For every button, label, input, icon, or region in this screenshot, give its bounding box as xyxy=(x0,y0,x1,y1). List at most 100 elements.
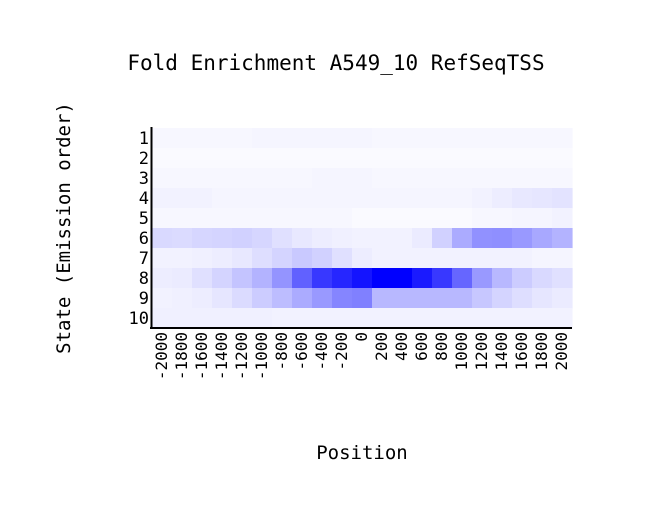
heatmap-cell-state-8-pos-800 xyxy=(432,268,453,289)
heatmap-cell-state-2-pos-0 xyxy=(352,148,373,169)
heatmap-cell-state-4-pos--400 xyxy=(312,188,333,209)
heatmap-cell-state-2-pos--2000 xyxy=(152,148,173,169)
heatmap-cell-state-2-pos-400 xyxy=(392,148,413,169)
heatmap-cell-state-5-pos-1600 xyxy=(512,208,533,229)
heatmap-cell-state-1-pos-1200 xyxy=(472,128,493,149)
heatmap-cell-state-4-pos--1200 xyxy=(232,188,253,209)
heatmap-cell-state-6-pos--400 xyxy=(312,228,333,249)
heatmap-cell-state-7-pos--1200 xyxy=(232,248,253,269)
y-tick-label-10: 10 xyxy=(129,309,149,329)
heatmap-cell-state-1-pos-600 xyxy=(412,128,433,149)
heatmap-cell-state-10-pos--200 xyxy=(332,308,353,329)
heatmap-cell-state-3-pos-1600 xyxy=(512,168,533,189)
x-tick-label--1200: -1200 xyxy=(232,332,251,380)
heatmap-cell-state-7-pos--800 xyxy=(272,248,293,269)
heatmap-cell-state-3-pos-200 xyxy=(372,168,393,189)
heatmap-cell-state-2-pos-1200 xyxy=(472,148,493,169)
heatmap-cell-state-10-pos-1000 xyxy=(452,308,473,329)
heatmap-cell-state-5-pos--1400 xyxy=(212,208,233,229)
heatmap-cell-state-10-pos-0 xyxy=(352,308,373,329)
heatmap-cell-state-9-pos-1200 xyxy=(472,288,493,309)
heatmap-cell-state-4-pos-0 xyxy=(352,188,373,209)
x-tick-label--1600: -1600 xyxy=(192,332,211,380)
heatmap-cell-state-10-pos--1600 xyxy=(192,308,213,329)
heatmap-cell-state-7-pos--400 xyxy=(312,248,333,269)
x-tick-label-200: 200 xyxy=(372,332,391,361)
y-tick-label-1: 1 xyxy=(139,129,149,149)
heatmap-cell-state-2-pos--1600 xyxy=(192,148,213,169)
heatmap-cell-state-6-pos-400 xyxy=(392,228,413,249)
heatmap-cell-state-9-pos-1400 xyxy=(492,288,513,309)
heatmap-cell-state-7-pos-1000 xyxy=(452,248,473,269)
heatmap-cell-state-5-pos--800 xyxy=(272,208,293,229)
heatmap-cell-state-1-pos--1000 xyxy=(252,128,273,149)
heatmap-cell-state-8-pos-200 xyxy=(372,268,393,289)
heatmap-cell-state-9-pos-1000 xyxy=(452,288,473,309)
heatmap-cell-state-2-pos--600 xyxy=(292,148,313,169)
heatmap-cell-state-8-pos-1800 xyxy=(532,268,553,289)
heatmap-cell-state-5-pos--400 xyxy=(312,208,333,229)
heatmap-cell-state-2-pos-800 xyxy=(432,148,453,169)
heatmap-cell-state-7-pos--1000 xyxy=(252,248,273,269)
heatmap-cell-state-1-pos-200 xyxy=(372,128,393,149)
heatmap-cell-state-8-pos--1600 xyxy=(192,268,213,289)
heatmap-cell-state-3-pos-1000 xyxy=(452,168,473,189)
heatmap-cell-state-4-pos-400 xyxy=(392,188,413,209)
heatmap-cell-state-3-pos--200 xyxy=(332,168,353,189)
x-tick-label-0: 0 xyxy=(352,332,371,342)
heatmap-cell-state-8-pos--200 xyxy=(332,268,353,289)
heatmap-cell-state-2-pos--1200 xyxy=(232,148,253,169)
x-tick-label--1800: -1800 xyxy=(172,332,191,380)
heatmap-cell-state-1-pos-2000 xyxy=(552,128,573,149)
heatmap-cell-state-4-pos-1400 xyxy=(492,188,513,209)
heatmap-cell-state-1-pos--1200 xyxy=(232,128,253,149)
heatmap-cell-state-2-pos-200 xyxy=(372,148,393,169)
heatmap-cell-state-7-pos--1600 xyxy=(192,248,213,269)
heatmap-cell-state-1-pos-1000 xyxy=(452,128,473,149)
heatmap-cell-state-8-pos-1200 xyxy=(472,268,493,289)
heatmap-cell-state-7-pos-200 xyxy=(372,248,393,269)
heatmap-cell-state-2-pos--1000 xyxy=(252,148,273,169)
heatmap-cell-state-6-pos-2000 xyxy=(552,228,573,249)
heatmap-cell-state-10-pos-400 xyxy=(392,308,413,329)
heatmap-cell-state-8-pos-0 xyxy=(352,268,373,289)
x-tick-label-800: 800 xyxy=(432,332,451,361)
heatmap-cell-state-3-pos--2000 xyxy=(152,168,173,189)
heatmap-cell-state-10-pos--600 xyxy=(292,308,313,329)
heatmap-cell-state-2-pos-1600 xyxy=(512,148,533,169)
heatmap-cell-state-4-pos--1800 xyxy=(172,188,193,209)
heatmap-cell-state-7-pos--200 xyxy=(332,248,353,269)
x-tick-label-400: 400 xyxy=(392,332,411,361)
heatmap-cell-state-6-pos--600 xyxy=(292,228,313,249)
heatmap-cell-state-7-pos-1600 xyxy=(512,248,533,269)
heatmap-cell-state-4-pos--1400 xyxy=(212,188,233,209)
heatmap-cell-state-1-pos-400 xyxy=(392,128,413,149)
x-tick-label--400: -400 xyxy=(312,332,331,371)
heatmap-cell-state-2-pos-1000 xyxy=(452,148,473,169)
heatmap-cell-state-6-pos--200 xyxy=(332,228,353,249)
heatmap-cell-state-8-pos-600 xyxy=(412,268,433,289)
heatmap-cell-state-9-pos--200 xyxy=(332,288,353,309)
heatmap-cell-state-8-pos-1400 xyxy=(492,268,513,289)
heatmap-cell-state-3-pos--800 xyxy=(272,168,293,189)
heatmap-cell-state-5-pos-1800 xyxy=(532,208,553,229)
heatmap-cell-state-8-pos--600 xyxy=(292,268,313,289)
y-tick-label-9: 9 xyxy=(139,289,149,309)
heatmap-cell-state-3-pos-2000 xyxy=(552,168,573,189)
heatmap-cell-state-7-pos--1400 xyxy=(212,248,233,269)
heatmap-cell-state-4-pos--800 xyxy=(272,188,293,209)
x-tick-label-2000: 2000 xyxy=(552,332,571,371)
heatmap-cell-state-4-pos-1600 xyxy=(512,188,533,209)
heatmap-cell-state-1-pos-800 xyxy=(432,128,453,149)
heatmap-cell-state-9-pos-0 xyxy=(352,288,373,309)
heatmap-cell-state-3-pos--400 xyxy=(312,168,333,189)
heatmap-cell-state-5-pos-600 xyxy=(412,208,433,229)
heatmap-cell-state-3-pos-1400 xyxy=(492,168,513,189)
heatmap-cell-state-5-pos--200 xyxy=(332,208,353,229)
heatmap-cell-state-7-pos-800 xyxy=(432,248,453,269)
x-tick-label-1000: 1000 xyxy=(452,332,471,371)
heatmap-cell-state-3-pos-400 xyxy=(392,168,413,189)
heatmap-cell-state-7-pos-0 xyxy=(352,248,373,269)
heatmap-cell-state-7-pos-1800 xyxy=(532,248,553,269)
heatmap-cell-state-2-pos-1800 xyxy=(532,148,553,169)
